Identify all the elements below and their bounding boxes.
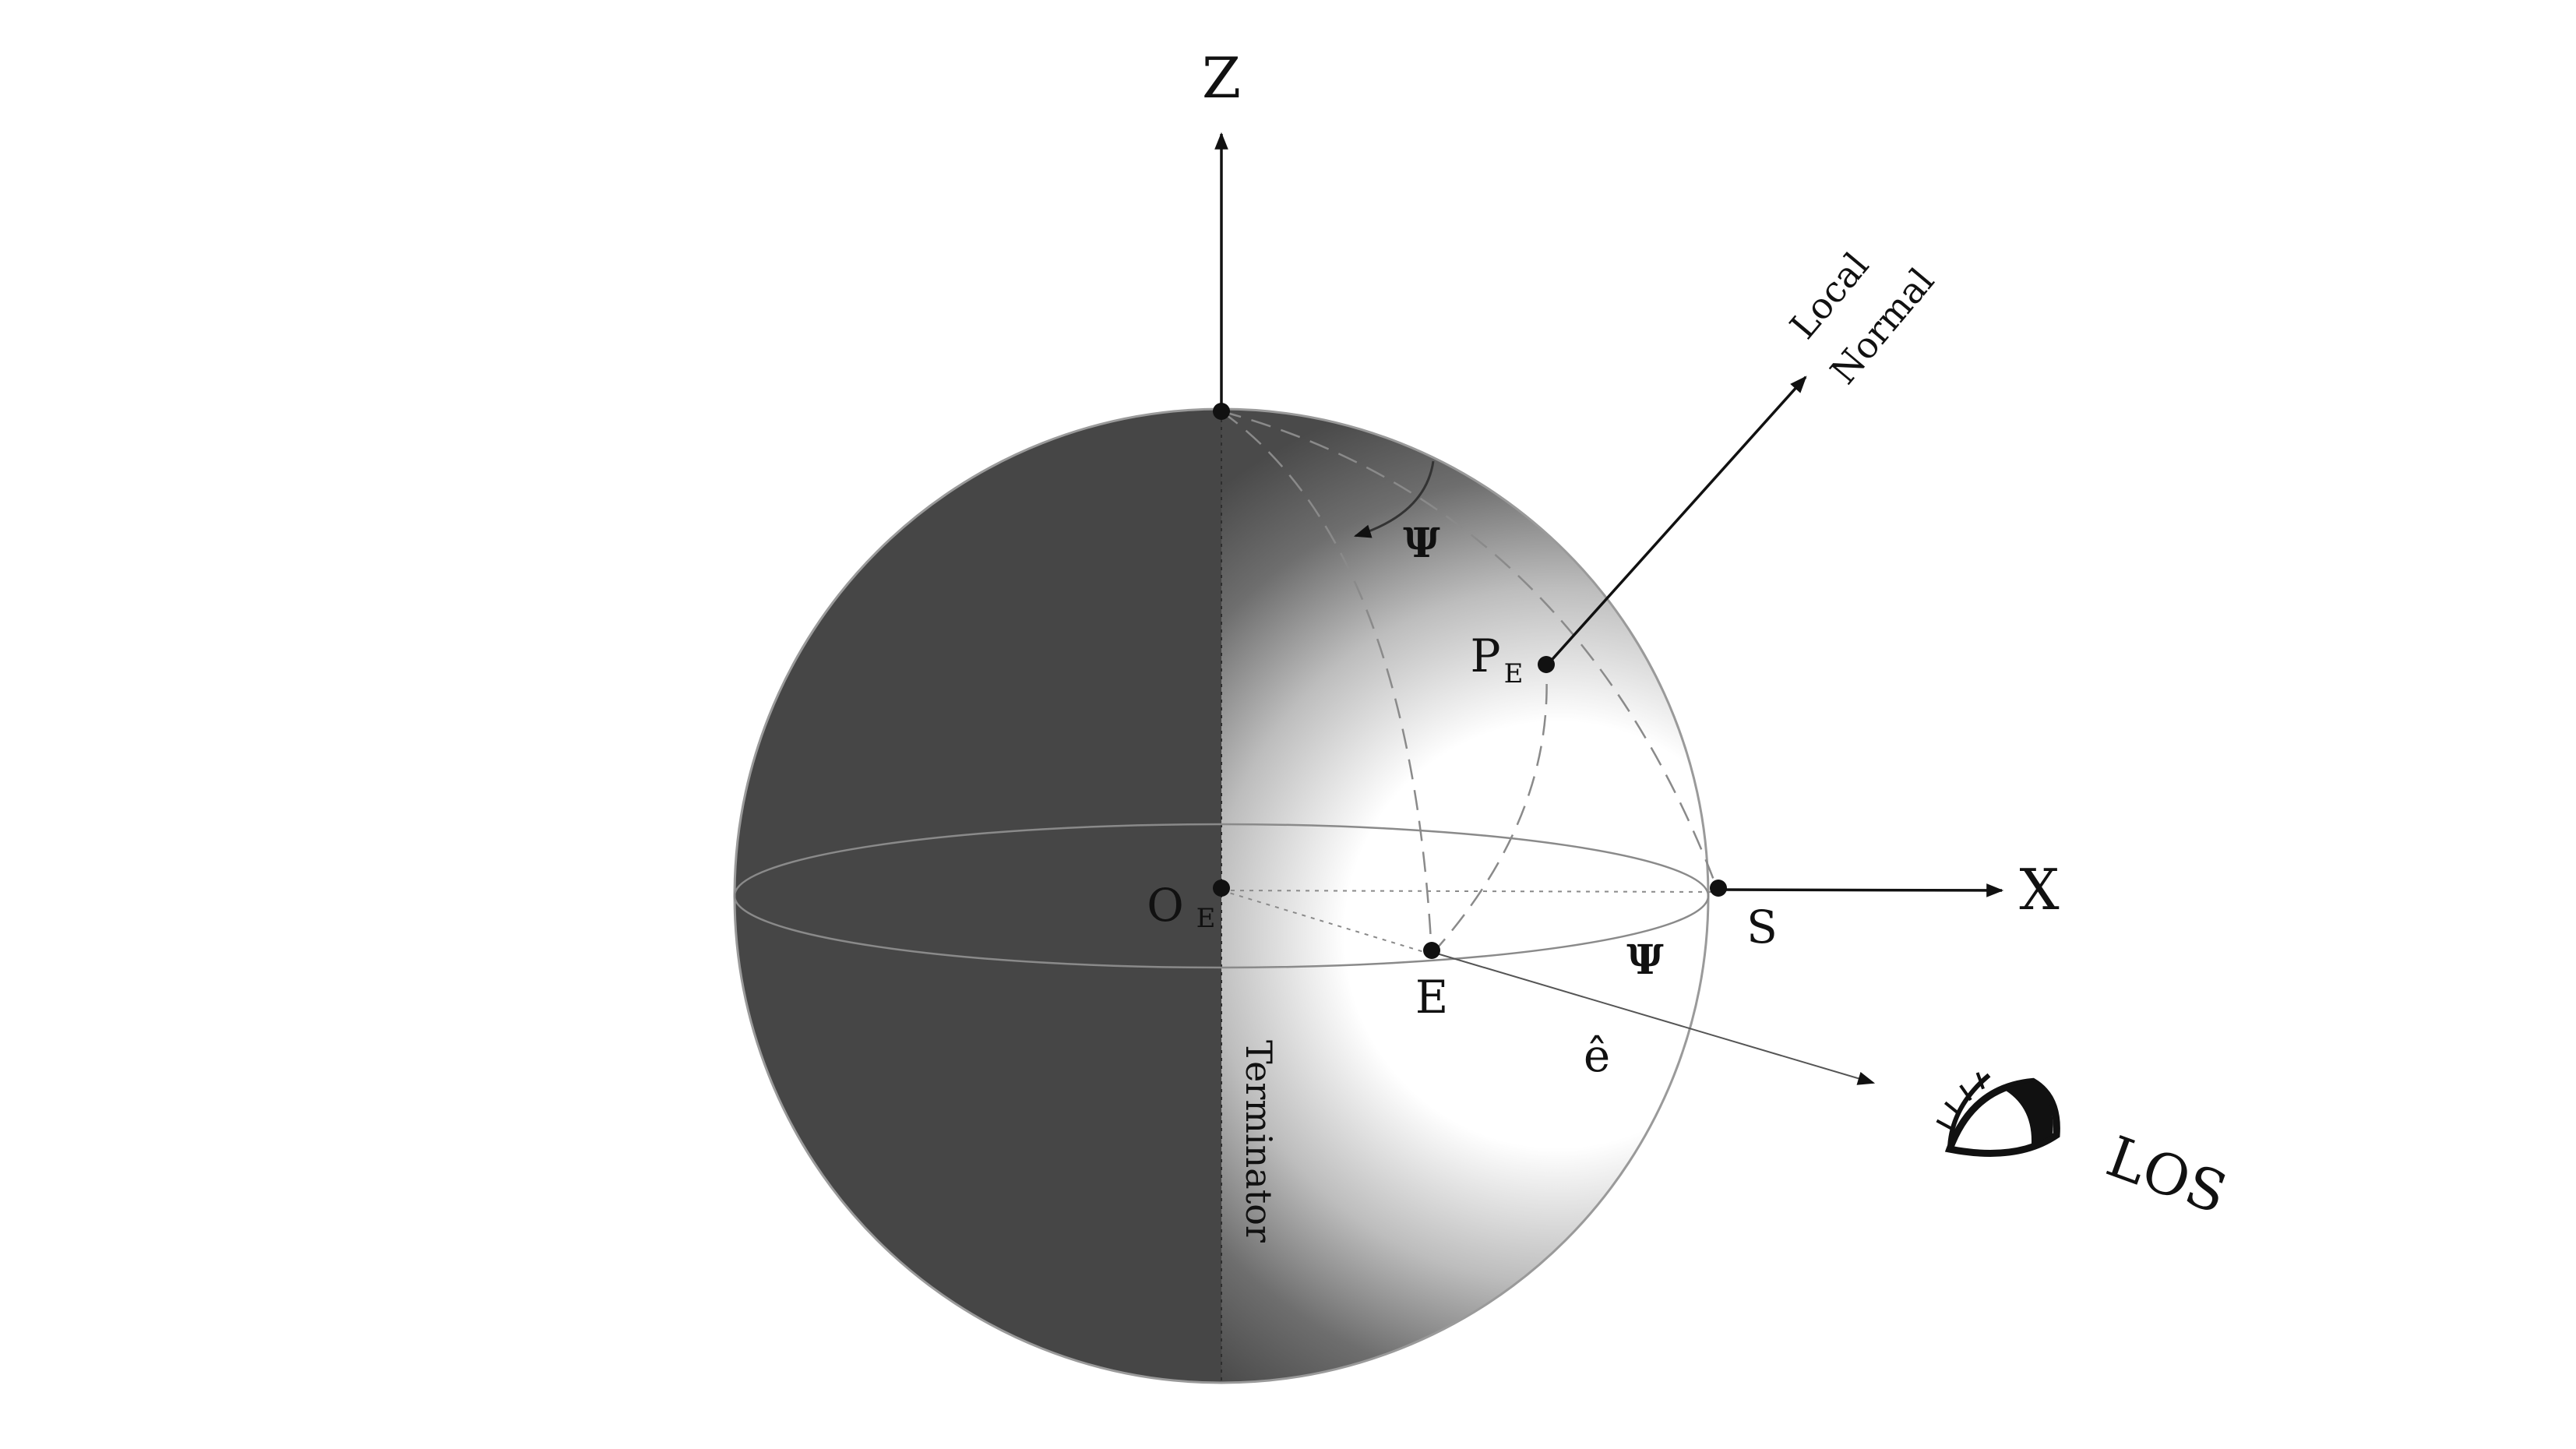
meridian-arc-to-s — [1221, 410, 1720, 893]
psi-bottom-label: Ψ — [1626, 936, 1664, 984]
z-axis-label: Z — [1202, 45, 1241, 111]
point-s — [1710, 880, 1727, 897]
point-p-label: P — [1470, 629, 1500, 682]
los-vector — [1431, 951, 1876, 1085]
equator-ellipse — [733, 823, 1710, 969]
e-hat-label: ê — [1584, 1029, 1610, 1082]
x-axis-label: X — [2019, 857, 2059, 922]
point-p — [1538, 656, 1555, 673]
point-e-label: E — [1415, 971, 1448, 1024]
origin-label: O — [1147, 879, 1184, 932]
terminator-label: Terminator — [1238, 1040, 1280, 1243]
point-e — [1423, 942, 1440, 959]
point-origin — [1213, 880, 1230, 897]
meridian-arc-to-e — [1221, 410, 1433, 955]
psi-top-label: Ψ — [1403, 520, 1440, 567]
line-o-to-s — [1221, 890, 1719, 893]
psi-angle-arrow — [1353, 460, 1435, 538]
sphere-lit-side — [1221, 409, 1708, 1383]
point-s-label: S — [1746, 901, 1778, 954]
eye-icon — [1936, 1072, 2060, 1157]
origin-subscript: E — [1196, 903, 1216, 934]
sphere — [733, 407, 1710, 1384]
arc-e-to-p — [1431, 667, 1548, 955]
local-normal-vector — [1545, 375, 1807, 668]
point-p-subscript: E — [1504, 658, 1524, 689]
point-north-pole — [1213, 403, 1230, 420]
los-label: LOS — [2099, 1123, 2235, 1226]
